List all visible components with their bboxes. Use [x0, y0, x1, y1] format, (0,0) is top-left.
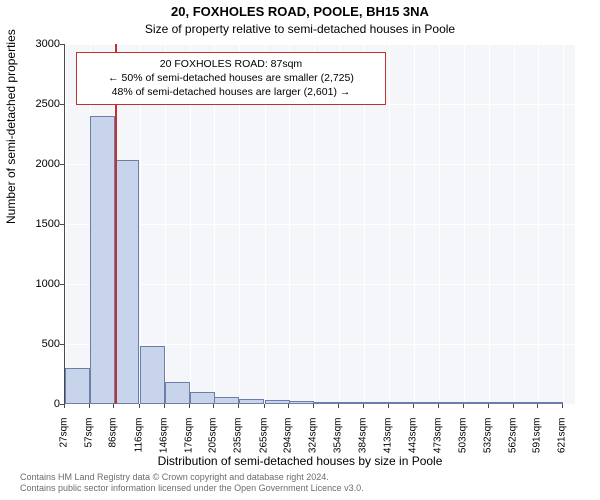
x-tick-label: 176sqm [183, 418, 194, 478]
legend-line-1: ← 50% of semi-detached houses are smalle… [85, 71, 377, 85]
x-tick-mark [89, 404, 90, 408]
y-tick-label: 1500 [10, 218, 60, 230]
histogram-bar [464, 402, 489, 404]
gridline-v [389, 44, 390, 404]
x-tick-mark [213, 404, 214, 408]
x-tick-label: 294sqm [282, 418, 293, 478]
x-tick-label: 205sqm [208, 418, 219, 478]
y-tick-label: 0 [10, 398, 60, 410]
x-tick-mark [313, 404, 314, 408]
page-super-title: 20, FOXHOLES ROAD, POOLE, BH15 3NA [0, 4, 600, 19]
gridline-v [464, 44, 465, 404]
gridline-v [489, 44, 490, 404]
x-tick-mark [363, 404, 364, 408]
x-tick-label: 57sqm [84, 418, 95, 478]
gridline-h [65, 164, 575, 165]
histogram-bar [489, 402, 514, 404]
histogram-bar [265, 400, 290, 404]
y-tick-label: 3000 [10, 38, 60, 50]
x-tick-mark [537, 404, 538, 408]
attribution: Contains HM Land Registry data © Crown c… [20, 472, 364, 494]
gridline-h [65, 404, 575, 405]
histogram-bar [389, 402, 414, 404]
gridline-h [65, 44, 575, 45]
legend-line-2: 48% of semi-detached houses are larger (… [85, 85, 377, 99]
x-tick-mark [488, 404, 489, 408]
y-tick-label: 500 [10, 338, 60, 350]
histogram-bar [214, 397, 239, 404]
y-tick-label: 2000 [10, 158, 60, 170]
x-tick-label: 562sqm [507, 418, 518, 478]
x-tick-label: 324sqm [308, 418, 319, 478]
x-tick-label: 146sqm [158, 418, 169, 478]
histogram-bar [314, 402, 339, 404]
x-tick-label: 27sqm [59, 418, 70, 478]
gridline-h [65, 284, 575, 285]
x-tick-mark [513, 404, 514, 408]
x-tick-mark [238, 404, 239, 408]
gridline-h [65, 344, 575, 345]
gridline-h [65, 224, 575, 225]
histogram-bar [65, 368, 90, 404]
x-tick-label: 621sqm [557, 418, 568, 478]
x-tick-mark [64, 404, 65, 408]
y-tick-label: 1000 [10, 278, 60, 290]
histogram-bar [439, 402, 464, 404]
x-tick-mark [338, 404, 339, 408]
histogram-bar [414, 402, 439, 404]
x-tick-label: 384sqm [358, 418, 369, 478]
x-tick-mark [139, 404, 140, 408]
x-tick-mark [288, 404, 289, 408]
x-tick-label: 413sqm [382, 418, 393, 478]
histogram-bar [165, 382, 190, 404]
chart-container: 20, FOXHOLES ROAD, POOLE, BH15 3NA Size … [0, 0, 600, 500]
x-tick-label: 443sqm [407, 418, 418, 478]
histogram-bar [190, 392, 215, 404]
x-tick-mark [562, 404, 563, 408]
x-tick-mark [264, 404, 265, 408]
histogram-bar [140, 346, 165, 404]
x-tick-label: 591sqm [532, 418, 543, 478]
x-tick-mark [413, 404, 414, 408]
x-tick-mark [164, 404, 165, 408]
histogram-bar [289, 401, 314, 404]
page-sub-title: Size of property relative to semi-detach… [0, 22, 600, 36]
x-tick-mark [113, 404, 114, 408]
x-tick-mark [463, 404, 464, 408]
histogram-bar [114, 160, 139, 404]
y-axis-label: Number of semi-detached properties [4, 29, 18, 224]
gridline-v [514, 44, 515, 404]
x-tick-label: 265sqm [258, 418, 269, 478]
gridline-v [563, 44, 564, 404]
x-tick-label: 503sqm [458, 418, 469, 478]
x-tick-label: 116sqm [133, 418, 144, 478]
x-tick-label: 354sqm [333, 418, 344, 478]
legend-line-0: 20 FOXHOLES ROAD: 87sqm [85, 57, 377, 71]
histogram-bar [364, 402, 389, 404]
gridline-v [538, 44, 539, 404]
gridline-v [65, 44, 66, 404]
x-tick-label: 235sqm [233, 418, 244, 478]
histogram-bar [90, 116, 115, 404]
histogram-bar [339, 402, 364, 404]
histogram-bar [538, 402, 563, 404]
x-tick-label: 473sqm [433, 418, 444, 478]
x-axis-label: Distribution of semi-detached houses by … [0, 454, 600, 468]
histogram-bar [514, 402, 539, 404]
x-tick-label: 86sqm [108, 418, 119, 478]
x-tick-label: 532sqm [482, 418, 493, 478]
attribution-line-1: Contains HM Land Registry data © Crown c… [20, 472, 364, 483]
gridline-v [439, 44, 440, 404]
x-tick-mark [388, 404, 389, 408]
y-tick-label: 2500 [10, 98, 60, 110]
histogram-bar [239, 399, 264, 404]
attribution-line-2: Contains public sector information licen… [20, 483, 364, 494]
legend-box: 20 FOXHOLES ROAD: 87sqm ← 50% of semi-de… [76, 52, 386, 105]
x-tick-mark [189, 404, 190, 408]
gridline-v [414, 44, 415, 404]
x-tick-mark [438, 404, 439, 408]
